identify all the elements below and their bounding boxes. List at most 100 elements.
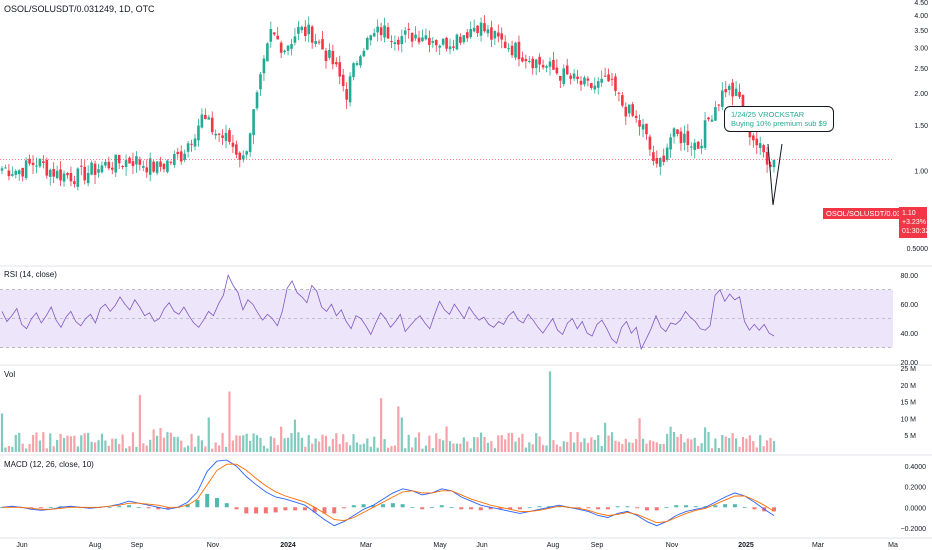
volume-bar — [510, 432, 514, 452]
volume-bar — [7, 446, 10, 452]
volume-bar — [176, 436, 179, 452]
candle-body — [483, 23, 486, 32]
time-axis-tick: Jun — [476, 542, 487, 549]
volume-bar — [342, 434, 345, 452]
candle-body — [679, 131, 683, 144]
volume-bar — [159, 428, 162, 452]
candle — [83, 159, 87, 185]
volume-bar — [107, 445, 110, 452]
candle-body — [307, 24, 311, 35]
candle — [428, 30, 431, 53]
candle — [114, 154, 118, 177]
candle — [607, 68, 610, 82]
candle — [448, 38, 452, 55]
candle-body — [672, 128, 676, 137]
candle-body — [590, 83, 593, 88]
volume-bar — [641, 438, 645, 452]
candle-body — [355, 63, 359, 65]
last-price: 1.10 — [902, 210, 916, 217]
candle — [24, 157, 28, 181]
candle — [179, 145, 183, 165]
candle — [593, 77, 597, 94]
candle — [73, 175, 76, 188]
candle-body — [341, 74, 345, 87]
candle-body — [124, 160, 128, 168]
volume-bar — [162, 437, 166, 452]
volume-bar — [328, 446, 331, 452]
volume-bar — [666, 433, 669, 452]
chart-title: OSOL/SOLUSDT/0.031249, 1D, OTC — [4, 4, 155, 14]
candle — [648, 134, 652, 156]
candle — [714, 101, 717, 121]
volume-bar — [679, 434, 683, 452]
candle — [210, 111, 214, 136]
candle-body — [545, 66, 548, 68]
volume-bar — [155, 435, 159, 452]
candle — [17, 169, 21, 181]
candle — [452, 39, 455, 52]
candle-body — [345, 89, 348, 100]
candle — [204, 108, 207, 120]
candle-body — [107, 161, 111, 169]
volume-bar — [638, 418, 641, 452]
volume-bar — [187, 445, 190, 452]
volume-bar — [762, 446, 765, 452]
candle-body — [52, 169, 55, 177]
volume-bar — [311, 443, 314, 452]
volume-bar — [14, 434, 17, 452]
candle-body — [524, 59, 528, 62]
volume-bar — [562, 441, 565, 452]
macd-histogram-bar — [224, 503, 229, 508]
macd-histogram-bar — [107, 507, 112, 509]
macd-histogram-bar — [732, 504, 737, 508]
candle-body — [200, 114, 204, 128]
time-axis-tick: Sep — [591, 542, 604, 549]
candle-body — [248, 133, 252, 153]
volume-bar — [369, 446, 372, 452]
volume-bar — [445, 426, 448, 452]
candle-body — [531, 58, 535, 69]
rsi-label: RSI (14, close) — [4, 270, 57, 279]
volume-bar — [366, 438, 369, 452]
candle-body — [83, 166, 87, 181]
candle — [686, 124, 690, 153]
candle-body — [62, 173, 66, 182]
candle-body — [689, 146, 693, 148]
candle-body — [500, 33, 504, 40]
volume-bar — [759, 435, 762, 452]
candle-body — [417, 37, 421, 43]
volume-bar — [493, 448, 496, 452]
volume-bar — [80, 435, 83, 452]
candle — [124, 154, 128, 176]
volume-bar — [211, 448, 214, 452]
candle-body — [152, 161, 155, 172]
candle-body — [555, 67, 559, 74]
candle-body — [658, 158, 662, 167]
candle — [676, 129, 679, 137]
rsi-line — [1, 274, 775, 351]
candle — [148, 152, 152, 182]
macd-histogram-bar — [498, 507, 503, 510]
candle — [738, 83, 741, 100]
candle — [59, 161, 62, 187]
macd-histogram-bar — [752, 507, 757, 510]
macd-histogram-bar — [713, 505, 718, 508]
macd-histogram-bar — [684, 505, 689, 508]
time-axis-tick: May — [433, 542, 447, 549]
macd-histogram-bar — [537, 506, 542, 508]
candle-body — [231, 142, 235, 147]
candle — [503, 35, 507, 49]
candle-body — [379, 27, 383, 36]
annotation-callout[interactable]: 1/24/25 VROCKSTAR Buying 10% premium sub… — [724, 106, 834, 132]
volume-series — [0, 371, 776, 452]
candle — [190, 139, 193, 152]
macd-histogram-bar — [410, 507, 415, 509]
volume-bar — [304, 446, 307, 452]
candle-body — [241, 155, 245, 160]
price-axis-tick: 4.00 — [914, 13, 928, 20]
candle — [765, 147, 769, 173]
candle-body — [293, 36, 297, 43]
volume-bar — [531, 444, 534, 452]
candle — [703, 111, 707, 150]
